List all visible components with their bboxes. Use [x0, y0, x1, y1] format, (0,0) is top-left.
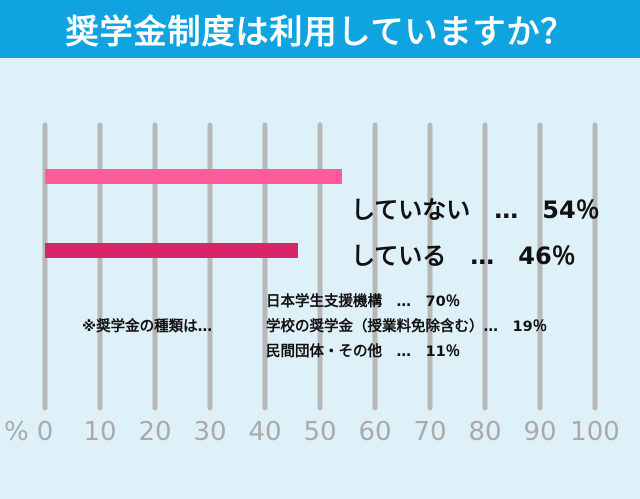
tick-label-80: 80 — [468, 417, 502, 447]
tick-label-90: 90 — [523, 417, 557, 447]
bar-label-yes: している … 46％ — [351, 242, 576, 270]
tick-label-30: 30 — [193, 417, 227, 447]
bar-using — [45, 243, 298, 258]
x-axis-unit: % — [4, 417, 29, 447]
bar-label-no: していない … 54％ — [351, 196, 600, 224]
tick-label-40: 40 — [248, 417, 282, 447]
tick-label-100: 100 — [570, 417, 620, 447]
bar-not-using — [45, 169, 342, 184]
tick-label-20: 20 — [138, 417, 172, 447]
note-item-private: 民間団体・その他 … 11％ — [266, 344, 461, 360]
tick-label-60: 60 — [358, 417, 392, 447]
tick-label-0: 0 — [36, 417, 54, 447]
note-item-jasso: 日本学生支援機構 … 70％ — [266, 294, 461, 310]
note-item-school: 学校の奨学金（授業料免除含む）… 19％ — [266, 319, 548, 335]
tick-label-50: 50 — [303, 417, 337, 447]
tick-label-10: 10 — [83, 417, 117, 447]
tick-label-70: 70 — [413, 417, 447, 447]
note-lead: ※奨学金の種類は… — [82, 319, 213, 335]
chart-title: 奨学金制度は利用していますか？ — [0, 0, 640, 58]
